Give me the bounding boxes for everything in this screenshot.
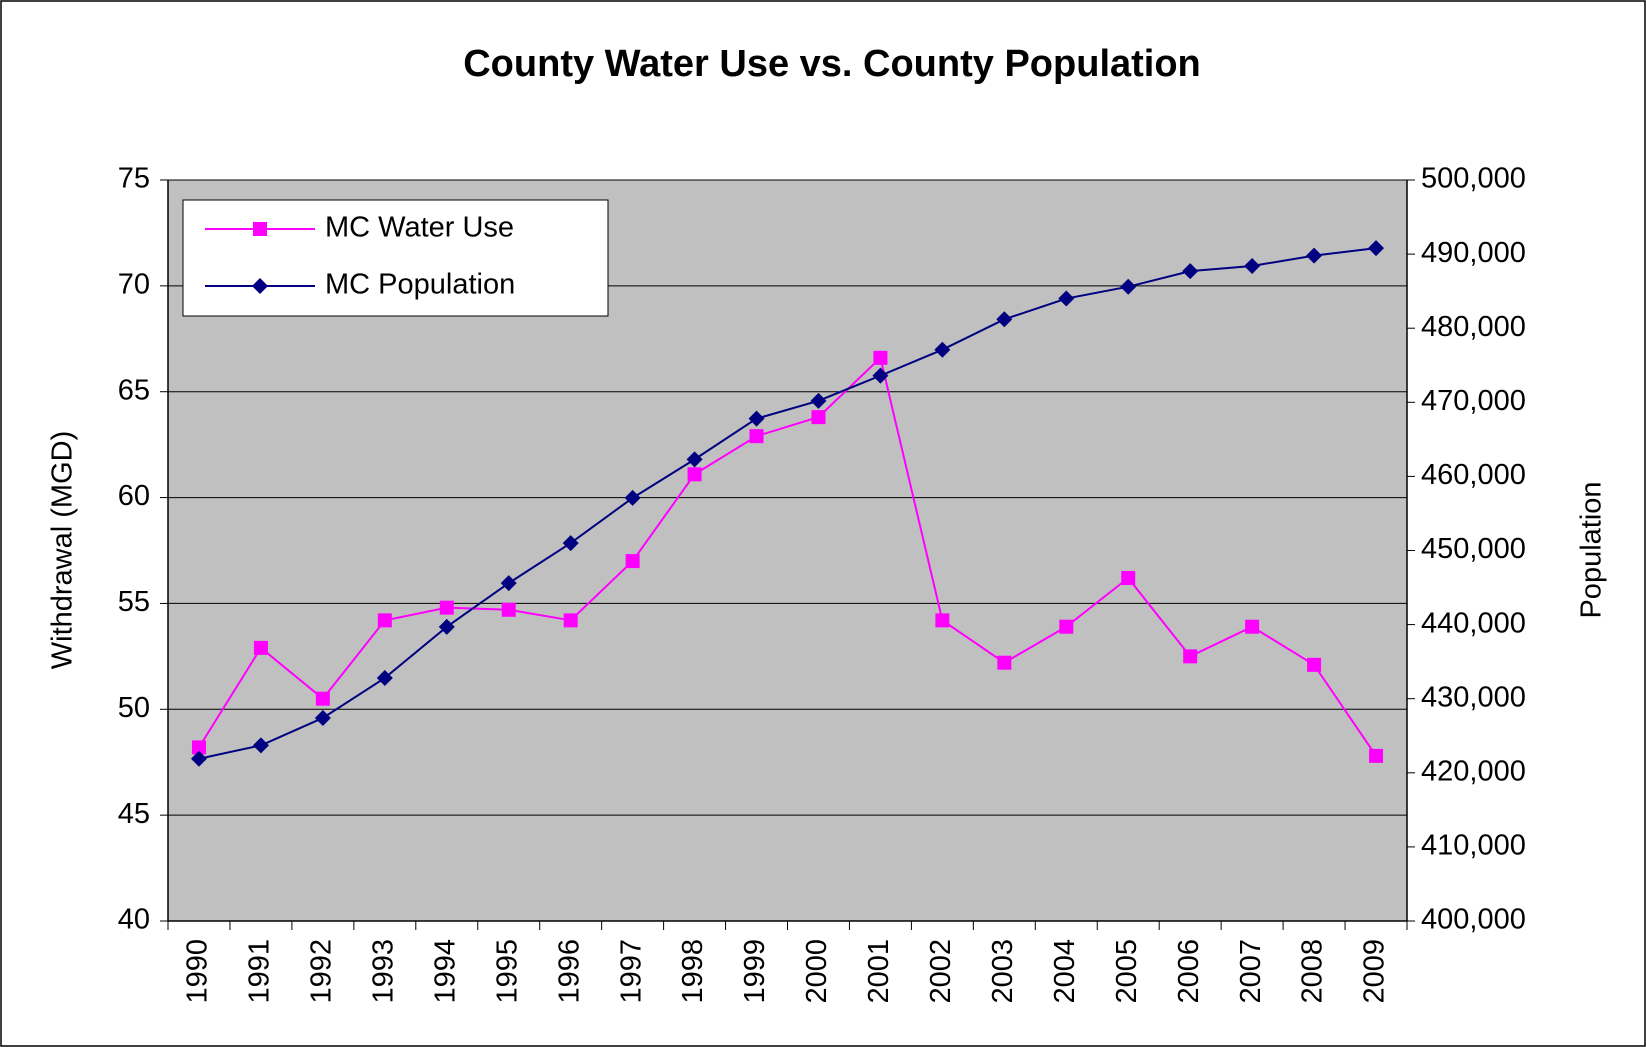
y-axis-label: Withdrawal (MGD): [47, 431, 79, 669]
marker: [1244, 257, 1261, 274]
marker: [811, 410, 826, 425]
marker: [996, 311, 1013, 328]
marker: [1058, 290, 1075, 307]
marker: [872, 367, 889, 384]
y-tick-label: 40: [118, 904, 150, 936]
marker: [1183, 649, 1198, 664]
x-tick-label: 2008: [1297, 939, 1329, 1004]
marker: [997, 655, 1012, 670]
y-tick-label: 75: [118, 163, 150, 195]
marker: [438, 618, 455, 635]
x-tick-label: 2005: [1111, 939, 1143, 1004]
y-tick-label: 65: [118, 374, 150, 406]
x-tick-label: 1990: [182, 939, 214, 1004]
marker: [1120, 278, 1137, 295]
series-line: [198, 247, 1377, 760]
marker: [1306, 247, 1323, 264]
marker: [376, 669, 393, 686]
x-tick-label: 1991: [244, 939, 276, 1004]
marker: [934, 341, 951, 358]
marker: [190, 750, 207, 767]
y2-tick-label: 490,000: [1421, 237, 1526, 269]
x-tick-label: 2006: [1173, 939, 1205, 1004]
marker: [686, 451, 703, 468]
x-tick-label: 1994: [429, 939, 461, 1004]
y2-tick-label: 470,000: [1421, 385, 1526, 417]
marker: [624, 489, 641, 506]
marker: [748, 410, 765, 427]
y2-tick-label: 410,000: [1421, 830, 1526, 862]
marker: [873, 350, 888, 365]
marker: [625, 554, 640, 569]
chart-title: County Water Use vs. County Population: [463, 43, 1201, 85]
marker: [1059, 619, 1074, 634]
marker: [1121, 571, 1136, 586]
y-tick-label: 50: [118, 692, 150, 724]
marker: [1369, 748, 1384, 763]
marker: [1245, 619, 1260, 634]
marker: [935, 613, 950, 628]
marker: [314, 709, 331, 726]
marker: [315, 691, 330, 706]
legend-label: MC Population: [325, 269, 515, 301]
y-tick-label: 45: [118, 798, 150, 830]
y2-tick-label: 400,000: [1421, 904, 1526, 936]
x-tick-label: 2000: [801, 939, 833, 1004]
marker: [252, 737, 269, 754]
x-tick-label: 1995: [491, 939, 523, 1004]
x-tick-label: 1993: [367, 939, 399, 1004]
marker: [439, 600, 454, 615]
series-line: [198, 355, 1377, 757]
x-tick-label: 2009: [1359, 939, 1391, 1004]
marker: [1182, 263, 1199, 280]
marker: [687, 467, 702, 482]
y-tick-label: 55: [118, 586, 150, 618]
marker: [500, 575, 517, 592]
x-tick-label: 2002: [925, 939, 957, 1004]
marker: [1307, 657, 1322, 672]
x-tick-label: 1999: [739, 939, 771, 1004]
y2-tick-label: 450,000: [1421, 533, 1526, 565]
marker: [377, 613, 392, 628]
x-tick-label: 1998: [677, 939, 709, 1004]
y2-tick-label: 420,000: [1421, 755, 1526, 787]
x-tick-label: 2003: [987, 939, 1019, 1004]
x-tick-label: 1992: [306, 939, 338, 1004]
y2-tick-label: 480,000: [1421, 311, 1526, 343]
x-tick-label: 2001: [863, 939, 895, 1004]
y2-tick-label: 430,000: [1421, 681, 1526, 713]
y2-tick-label: 460,000: [1421, 459, 1526, 491]
legend-label: MC Water Use: [325, 212, 514, 244]
y-tick-label: 70: [118, 269, 150, 301]
marker: [252, 278, 268, 294]
marker: [253, 640, 268, 655]
marker: [810, 392, 827, 409]
marker: [253, 222, 267, 236]
marker: [191, 740, 206, 755]
legend-box: [182, 199, 609, 317]
x-tick-label: 2004: [1049, 939, 1081, 1004]
x-tick-label: 1996: [553, 939, 585, 1004]
y-tick-label: 60: [118, 480, 150, 512]
x-tick-label: 1997: [615, 939, 647, 1004]
marker: [749, 429, 764, 444]
marker: [1368, 240, 1385, 257]
y2-axis-label: Population: [1576, 481, 1608, 618]
marker: [501, 602, 516, 617]
y2-tick-label: 440,000: [1421, 607, 1526, 639]
y2-tick-label: 500,000: [1421, 163, 1526, 195]
marker: [563, 613, 578, 628]
marker: [562, 535, 579, 552]
x-tick-label: 2007: [1235, 939, 1267, 1004]
